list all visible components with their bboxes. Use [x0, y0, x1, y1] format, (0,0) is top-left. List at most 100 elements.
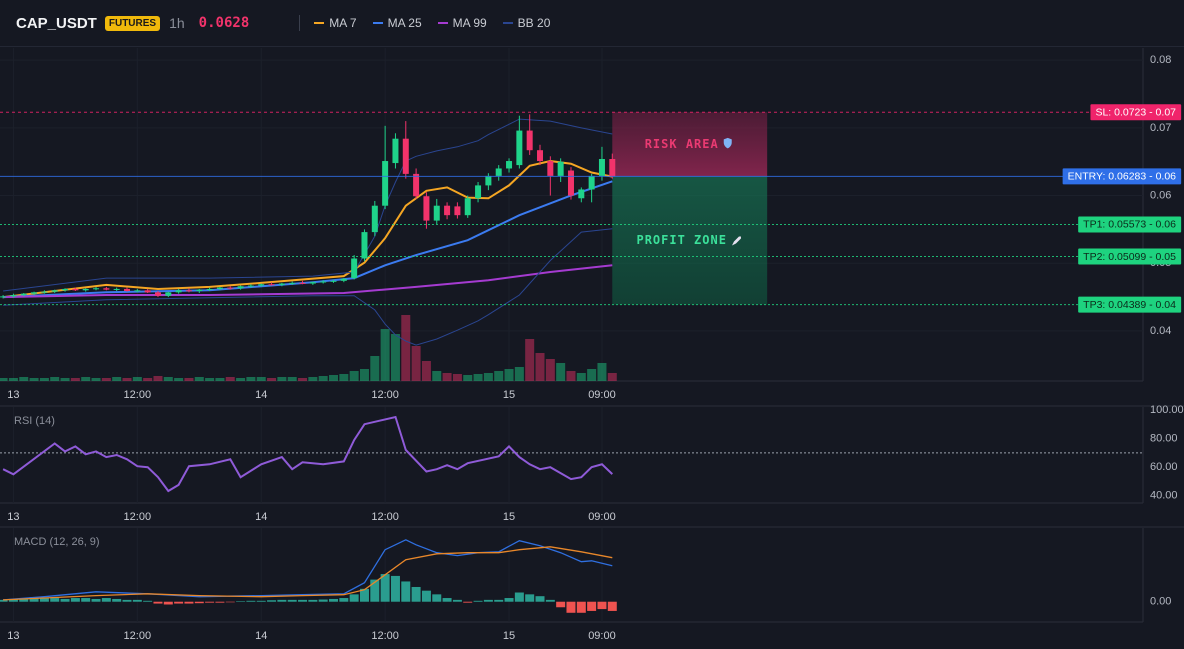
volume-bar — [597, 363, 607, 381]
volume-bar — [473, 374, 483, 381]
volume-bar — [19, 377, 29, 381]
macd-title: MACD (12, 26, 9) — [14, 536, 100, 548]
volume-bar — [432, 371, 442, 381]
indicator-line — [3, 180, 613, 299]
indicator-line — [3, 228, 613, 346]
histogram-bar — [308, 599, 318, 602]
histogram-bar — [566, 601, 576, 613]
interval[interactable]: 1h — [169, 15, 185, 31]
histogram-bar — [483, 599, 493, 602]
histogram-bar — [39, 598, 49, 602]
histogram-bar — [8, 598, 18, 602]
volume-bar — [525, 339, 535, 381]
candle-body — [330, 280, 337, 282]
candle-body — [423, 196, 430, 221]
volume-bar — [60, 378, 70, 381]
candle-body — [392, 138, 399, 164]
histogram-bar — [236, 601, 246, 602]
histogram-bar — [349, 594, 359, 602]
volume-bar — [267, 378, 277, 381]
legend-item[interactable]: MA 25 — [372, 16, 422, 30]
y-tick-label: 0.08 — [1150, 54, 1171, 66]
volume-bar — [153, 376, 163, 381]
volume-bar — [122, 378, 132, 381]
volume-bar — [494, 371, 504, 381]
legend-item[interactable]: MA 99 — [437, 16, 487, 30]
histogram-bar — [504, 598, 514, 602]
x-tick-label: 09:00 — [588, 511, 616, 523]
level-tag — [1078, 248, 1182, 265]
legend-item[interactable]: BB 20 — [502, 16, 550, 30]
histogram-bar — [525, 594, 535, 602]
level-label: TP3: 0.04389 - 0.04 — [1083, 299, 1176, 311]
volume-bar — [287, 377, 297, 381]
volume-bar — [535, 353, 545, 381]
candle-body — [144, 290, 151, 293]
volume-bar — [39, 378, 49, 381]
shield-icon — [723, 137, 732, 149]
candle-body — [557, 161, 564, 176]
histogram-bar — [359, 588, 369, 602]
histogram-bar — [91, 598, 101, 602]
candle-body — [62, 288, 69, 291]
volume-bar — [545, 359, 555, 381]
candle-body — [299, 282, 306, 284]
legend-label: MA 7 — [329, 16, 357, 30]
candle-body — [609, 159, 616, 177]
candle-body — [237, 286, 244, 289]
histogram-bar — [339, 598, 349, 602]
candle-body — [93, 288, 100, 290]
last-price: 0.0628 — [198, 15, 250, 31]
legend-item[interactable]: MA 7 — [314, 16, 357, 30]
y-tick-label: 100.00 — [1150, 404, 1184, 416]
level-tag — [1090, 104, 1182, 121]
histogram-bar — [29, 597, 39, 602]
histogram-bar — [380, 574, 390, 602]
histogram-bar — [432, 594, 442, 602]
histogram-bar — [390, 575, 400, 602]
volume-bar — [205, 378, 215, 381]
candle-body — [598, 159, 605, 176]
legend-label: MA 25 — [387, 16, 422, 30]
y-tick-label: 0.04 — [1150, 325, 1171, 337]
volume-bar — [566, 371, 576, 381]
volume-bar — [556, 363, 566, 381]
level-label: TP2: 0.05099 - 0.05 — [1083, 251, 1176, 263]
histogram-bar — [463, 601, 473, 603]
candle-body — [10, 295, 17, 297]
candle-body — [154, 292, 161, 296]
histogram-bar — [514, 592, 524, 602]
histogram-bar — [60, 598, 70, 602]
candle-body — [516, 130, 523, 166]
histogram-bar — [576, 601, 586, 613]
candle-body — [433, 205, 440, 221]
volume-bar — [339, 374, 349, 381]
candle-body — [268, 284, 275, 286]
candle-body — [196, 289, 203, 291]
volume-bar — [29, 378, 39, 381]
histogram-bar — [287, 599, 297, 602]
y-tick-label: 40.00 — [1150, 490, 1178, 502]
volume-bar — [277, 377, 287, 381]
histogram-bar — [225, 601, 235, 603]
volume-bar — [101, 378, 111, 381]
histogram-bar — [246, 600, 256, 602]
histogram-bar — [452, 599, 462, 602]
volume-bar — [246, 377, 256, 381]
legend-label: MA 99 — [452, 16, 487, 30]
volume-bar — [483, 373, 493, 381]
symbol: CAP_USDT — [16, 14, 97, 32]
histogram-bar — [401, 581, 411, 602]
candle-body — [371, 205, 378, 233]
candle-body — [134, 290, 141, 292]
histogram-bar — [163, 601, 173, 605]
level-label: TP1: 0.05573 - 0.06 — [1083, 219, 1176, 231]
candle-body — [0, 296, 7, 298]
volume-bar — [50, 377, 60, 381]
volume-bar — [504, 369, 514, 381]
x-tick-label: 15 — [503, 389, 515, 401]
candle-body — [278, 283, 285, 285]
histogram-bar — [329, 598, 339, 602]
